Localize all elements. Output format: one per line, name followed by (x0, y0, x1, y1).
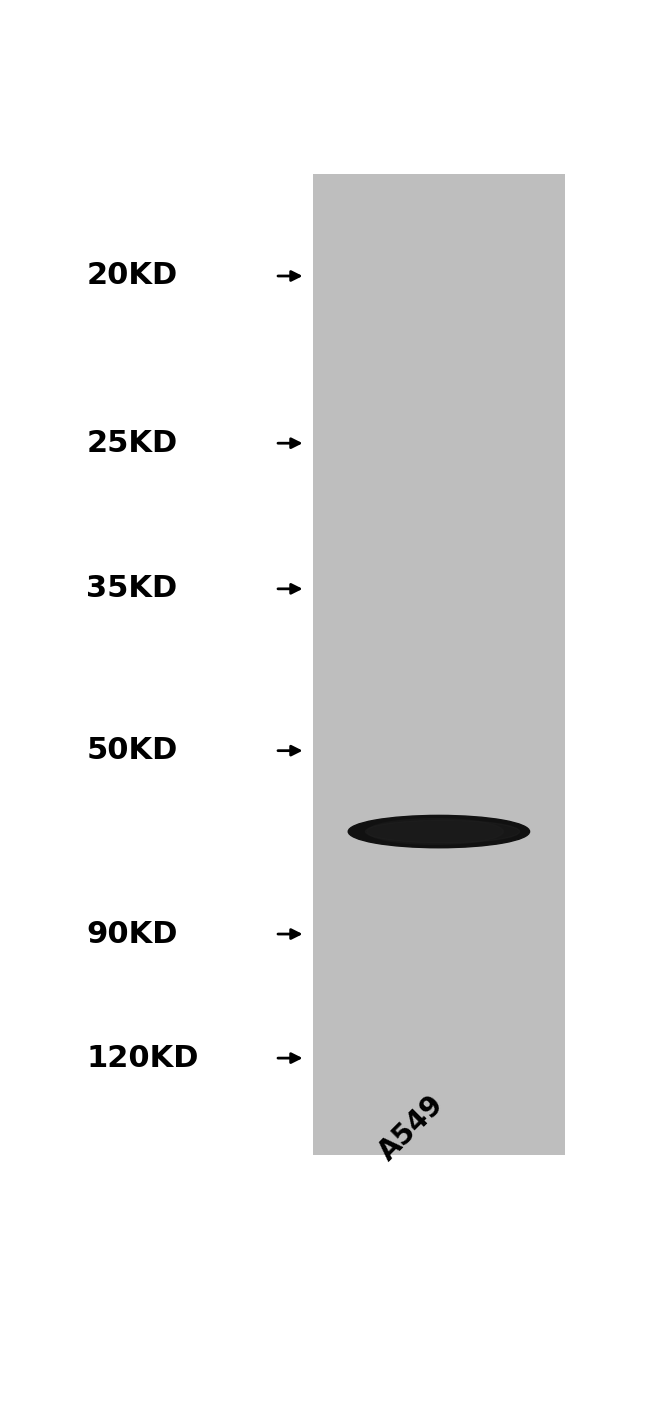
Text: 90KD: 90KD (86, 919, 178, 948)
Text: 120KD: 120KD (86, 1044, 199, 1073)
Ellipse shape (348, 815, 530, 848)
Text: 25KD: 25KD (86, 429, 177, 458)
Ellipse shape (367, 818, 503, 845)
Bar (313, 174, 565, 1156)
Text: 50KD: 50KD (86, 736, 177, 765)
Text: 20KD: 20KD (86, 262, 177, 290)
Text: A549: A549 (374, 1090, 450, 1166)
Text: 35KD: 35KD (86, 574, 177, 604)
Ellipse shape (365, 820, 519, 843)
